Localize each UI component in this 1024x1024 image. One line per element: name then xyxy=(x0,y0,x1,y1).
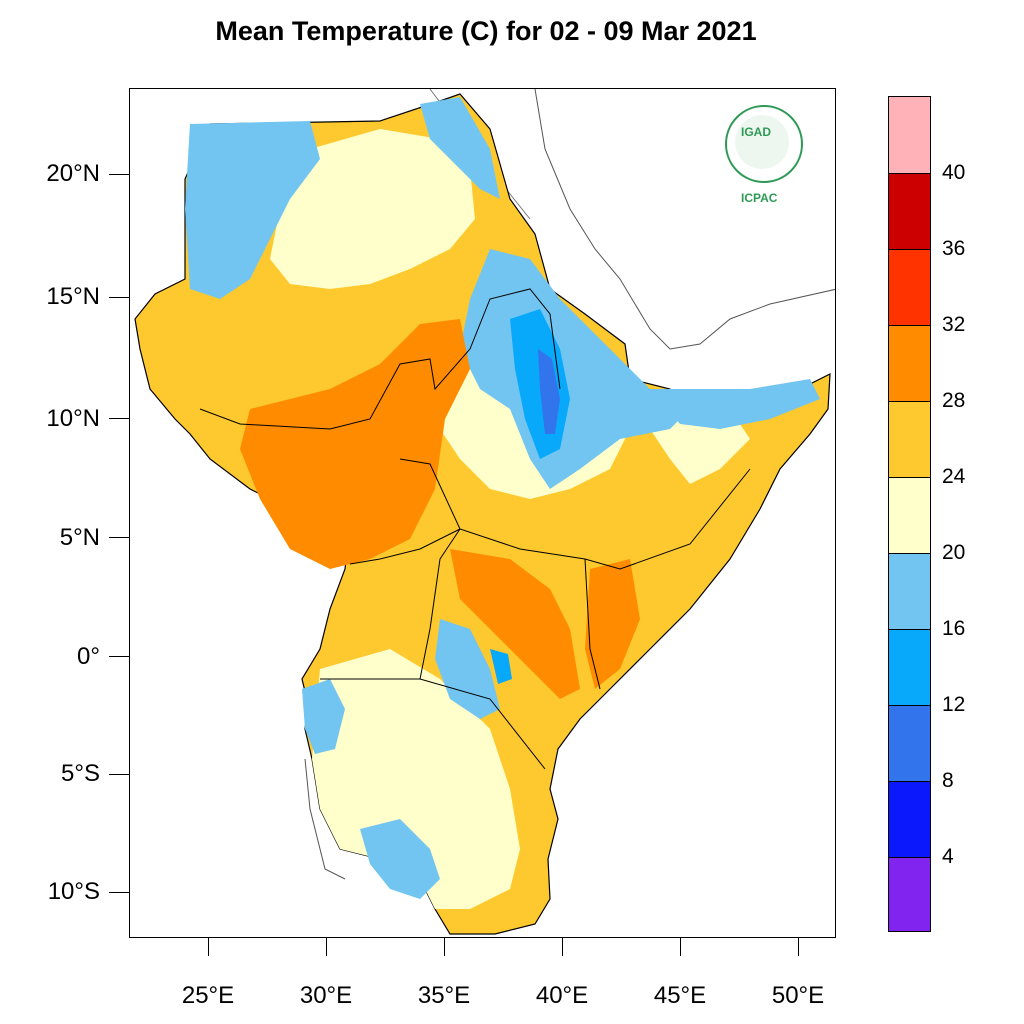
y-label-5s: 5°S xyxy=(61,760,100,787)
region-mild-south xyxy=(312,649,520,909)
x-tick xyxy=(562,938,563,956)
colorbar-segment xyxy=(889,250,930,326)
logo-igad-text: IGAD xyxy=(741,125,771,139)
region-cool-ethiopia xyxy=(460,249,690,489)
x-label-45e: 45°E xyxy=(653,982,707,1009)
colorbar-segment xyxy=(889,326,930,402)
region-cool-tanzania xyxy=(360,819,440,899)
y-label-10s: 10°S xyxy=(47,878,100,905)
colorbar-segment xyxy=(889,478,930,554)
x-label-35e: 35°E xyxy=(417,982,471,1009)
colorbar-label-40: 40 xyxy=(942,161,966,184)
logo-icpac-text: ICPAC xyxy=(741,191,778,205)
x-label-40e: 40°E xyxy=(535,982,589,1009)
colorbar-segment xyxy=(889,174,930,250)
colorbar-segment xyxy=(889,97,930,174)
colorbar-segment xyxy=(889,402,930,478)
region-hot-sudan xyxy=(240,319,470,569)
colorbar-label-24: 24 xyxy=(942,465,966,488)
temperature-map xyxy=(134,89,835,935)
colorbar-label-20: 20 xyxy=(942,541,966,564)
y-tick xyxy=(109,297,129,298)
colorbar xyxy=(888,96,931,932)
y-tick xyxy=(109,174,129,175)
y-label-20n: 20°N xyxy=(46,160,100,187)
x-tick xyxy=(798,938,799,956)
y-tick xyxy=(109,774,129,775)
colorbar-segment xyxy=(889,706,930,782)
y-tick xyxy=(109,656,129,657)
y-tick xyxy=(109,892,129,893)
x-tick xyxy=(444,938,445,956)
y-tick xyxy=(109,537,129,538)
region-cold-kenya xyxy=(490,649,512,684)
colorbar-segment xyxy=(889,554,930,630)
y-label-10n: 10°N xyxy=(46,405,100,432)
colorbar-label-4: 4 xyxy=(942,845,954,868)
colorbar-segment xyxy=(889,858,930,931)
lake-tanganyika-line xyxy=(304,758,346,880)
colorbar-label-28: 28 xyxy=(942,389,966,412)
region-cool-somaliland xyxy=(650,379,820,429)
region-cool-northwest xyxy=(185,121,320,299)
colorbar-label-36: 36 xyxy=(942,237,966,260)
x-tick xyxy=(208,938,209,956)
region-cool-lakes xyxy=(302,679,345,754)
x-tick xyxy=(680,938,681,956)
region-hot-kenya xyxy=(450,549,580,699)
map-plot xyxy=(129,88,836,938)
region-cold-dark-ethiopia xyxy=(538,349,560,434)
colorbar-label-12: 12 xyxy=(942,693,966,716)
x-tick xyxy=(326,938,327,956)
y-tick xyxy=(109,418,129,419)
colorbar-label-32: 32 xyxy=(942,313,966,336)
x-label-30e: 30°E xyxy=(299,982,353,1009)
red-sea-coast-line xyxy=(534,89,835,350)
region-mild-north xyxy=(270,129,475,289)
igad-icpac-logo: IGAD ICPAC xyxy=(721,103,809,213)
y-label-0: 0° xyxy=(77,643,100,670)
region-hot-somalia xyxy=(585,559,640,689)
y-label-15n: 15°N xyxy=(46,283,100,310)
africa-map-icon xyxy=(735,115,789,169)
border-lines xyxy=(199,288,751,770)
x-label-50e: 50°E xyxy=(771,982,825,1009)
map-title: Mean Temperature (C) for 02 - 09 Mar 202… xyxy=(215,16,757,46)
colorbar-label-16: 16 xyxy=(942,617,966,640)
region-cool-kenya xyxy=(435,619,500,719)
x-label-25e: 25°E xyxy=(181,982,235,1009)
colorbar-label-8: 8 xyxy=(942,769,954,792)
region-cool-northeast xyxy=(420,97,500,199)
y-label-5n: 5°N xyxy=(59,524,100,551)
colorbar-segment xyxy=(889,630,930,706)
colorbar-segment xyxy=(889,782,930,858)
